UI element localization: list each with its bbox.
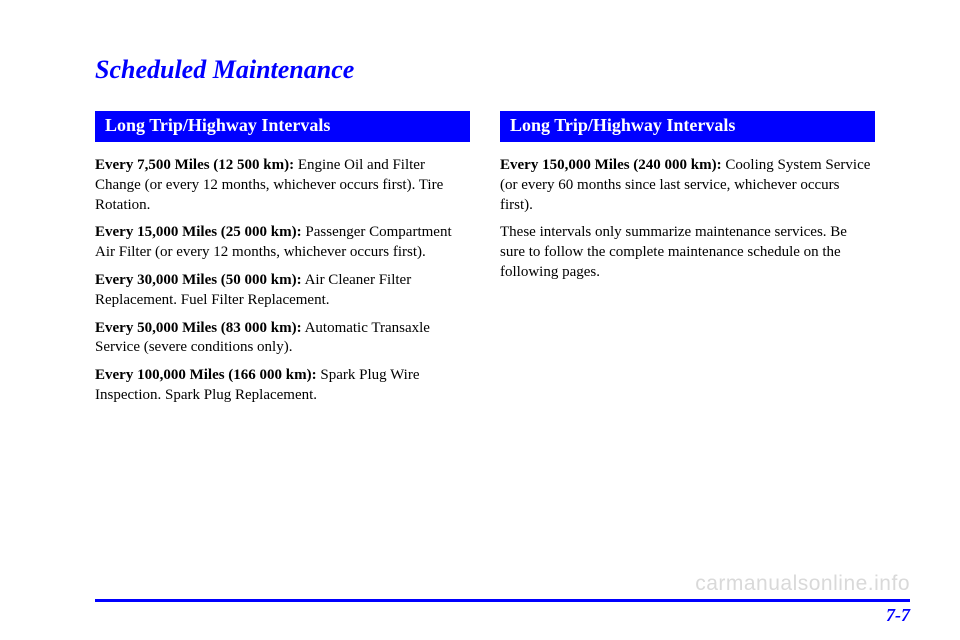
interval-label: Every 30,000 Miles (50 000 km): [95, 272, 302, 288]
interval-label: Every 7,500 Miles (12 500 km): [95, 157, 294, 173]
footer-rule [95, 599, 910, 602]
section-title: Scheduled Maintenance [95, 55, 875, 85]
interval-label: Every 50,000 Miles (83 000 km): [95, 320, 302, 336]
right-column: Long Trip/Highway Intervals Every 150,00… [500, 111, 875, 414]
maintenance-item: Every 100,000 Miles (166 000 km): Spark … [95, 366, 470, 406]
interval-label: Every 100,000 Miles (166 000 km): [95, 367, 317, 383]
page-number: 7-7 [886, 605, 910, 626]
content-columns: Long Trip/Highway Intervals Every 7,500 … [95, 111, 875, 414]
left-column: Long Trip/Highway Intervals Every 7,500 … [95, 111, 470, 414]
maintenance-item: Every 50,000 Miles (83 000 km): Automati… [95, 319, 470, 359]
maintenance-item: Every 15,000 Miles (25 000 km): Passenge… [95, 223, 470, 263]
interval-label: Every 15,000 Miles (25 000 km): [95, 224, 302, 240]
right-column-header: Long Trip/Highway Intervals [500, 111, 875, 142]
watermark-text: carmanualsonline.info [695, 572, 910, 596]
maintenance-item: Every 150,000 Miles (240 000 km): Coolin… [500, 156, 875, 215]
maintenance-item: Every 7,500 Miles (12 500 km): Engine Oi… [95, 156, 470, 215]
left-column-header: Long Trip/Highway Intervals [95, 111, 470, 142]
maintenance-item: Every 30,000 Miles (50 000 km): Air Clea… [95, 271, 470, 311]
maintenance-note: These intervals only summarize maintenan… [500, 223, 875, 282]
interval-label: Every 150,000 Miles (240 000 km): [500, 157, 722, 173]
